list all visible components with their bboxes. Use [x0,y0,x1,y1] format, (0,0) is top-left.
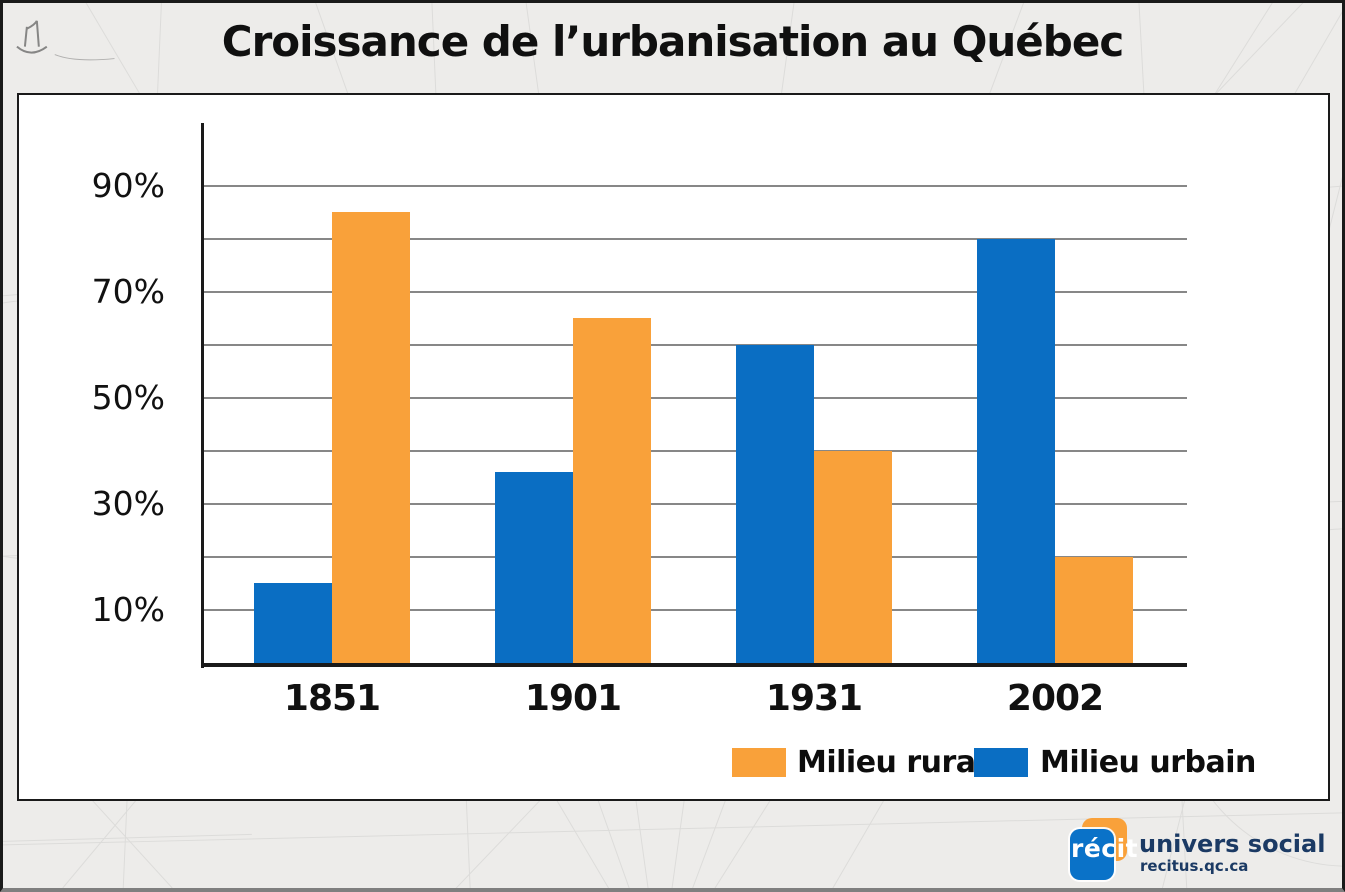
gridline-50-percent [204,397,1187,399]
bar-urbain-2002 [977,239,1055,663]
y-tick-label-10: 10% [91,590,165,629]
x-tick-label-1931: 1931 [765,678,863,719]
gridline-40-percent [204,450,1187,452]
x-tick-label-2002: 2002 [1006,678,1104,719]
y-tick-label-30: 30% [91,484,165,523]
bar-rural-2002 [1055,557,1133,663]
bar-rural-1901 [573,318,651,663]
legend-swatch-urbain [974,748,1028,777]
ship-decoration-icon [16,20,115,61]
gridline-30-percent [204,503,1187,505]
legend-label-rural: Milieu rural [797,745,986,780]
x-tick-label-1901: 1901 [524,678,622,719]
y-tick-label-70: 70% [91,272,165,311]
chart-card: 90% 70% 50% 30% 10% 1851 1901 1931 2002 Milieu … [17,93,1330,801]
gridline-10-percent [204,609,1187,611]
y-axis-line [201,123,204,668]
x-tick-label-1851: 1851 [283,678,381,719]
bar-rural-1931 [814,451,892,663]
legend-swatch-rural [732,748,786,777]
bar-urbain-1901 [495,472,573,663]
gridline-90-percent [204,185,1187,187]
legend-label-urbain: Milieu urbain [1040,745,1256,780]
plot-area [204,123,1187,663]
bar-urbain-1851 [254,583,332,663]
y-tick-label-50: 50% [91,378,165,417]
gridline-60-percent [204,344,1187,346]
chart-title: Croissance de l’urbanisation au Québec [221,17,1124,66]
gridline-70-percent [204,291,1187,293]
gridline-80-percent [204,238,1187,240]
bar-rural-1851 [332,212,410,663]
x-axis-line [201,663,1187,667]
y-tick-label-90: 90% [91,166,165,205]
bar-urbain-1931 [736,345,814,663]
gridline-20-percent [204,556,1187,558]
